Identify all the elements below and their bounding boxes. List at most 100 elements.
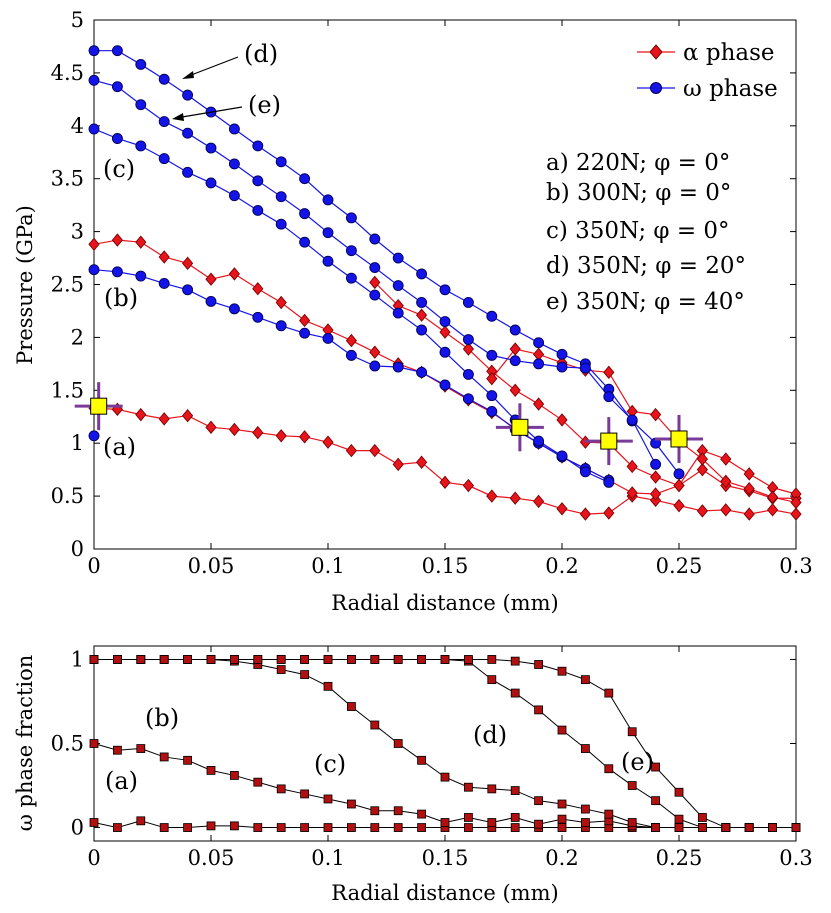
omega-point — [252, 140, 264, 152]
case-labels: a) 220N; φ = 0° b) 300N; φ = 0° c) 350N;… — [546, 150, 746, 315]
alpha-point — [299, 313, 311, 328]
arrow-e — [172, 106, 243, 121]
top-highlights — [74, 382, 703, 466]
fraction-point — [323, 681, 333, 691]
fraction-point — [393, 823, 403, 832]
omega-point — [392, 307, 404, 319]
alpha-point — [556, 413, 568, 427]
alpha-point — [135, 407, 147, 422]
fraction-point — [510, 786, 520, 795]
alpha-point — [322, 435, 334, 449]
alpha-point — [462, 342, 474, 356]
fraction-point — [557, 823, 567, 832]
fraction-point — [581, 818, 590, 827]
fraction-point — [627, 781, 637, 790]
omega-point — [275, 218, 287, 230]
fraction-point — [534, 705, 543, 715]
annot-bot-c: (c) — [314, 750, 346, 778]
omega-point — [252, 204, 264, 216]
omega-point — [603, 391, 615, 403]
omega-point — [486, 390, 498, 402]
fraction-point — [440, 772, 450, 782]
alpha-point — [650, 407, 662, 422]
omega-point — [299, 173, 311, 185]
alpha-point — [673, 478, 685, 493]
alpha-point — [275, 295, 287, 310]
alpha-point — [556, 502, 568, 516]
top-xtick-label: 0.25 — [656, 554, 703, 578]
fraction-point — [113, 745, 122, 755]
fraction-point — [113, 823, 122, 832]
omega-point — [228, 190, 240, 202]
fraction-point — [417, 755, 427, 765]
top-ytick-label: 0 — [71, 537, 84, 561]
omega-point — [509, 324, 521, 336]
omega-point — [345, 245, 357, 257]
omega-point — [88, 45, 100, 57]
alpha-point — [205, 420, 217, 435]
fraction-point — [370, 806, 380, 816]
fraction-point — [229, 821, 239, 831]
omega-point — [439, 346, 451, 358]
omega-point — [299, 236, 311, 248]
bottom-x-axis-title: Radial distance (mm) — [331, 881, 558, 905]
omega-point — [88, 123, 100, 135]
fraction-point — [440, 655, 450, 664]
fraction-point — [744, 823, 754, 832]
annot-bot-e: (e) — [621, 748, 654, 776]
arrow-d — [182, 56, 239, 79]
legend-alpha-marker — [649, 44, 663, 60]
legend-alpha-label: α phase — [683, 40, 775, 66]
omega-point — [392, 361, 404, 373]
fraction-point — [346, 655, 356, 664]
top-y-axis-title: Pressure (GPa) — [13, 205, 37, 365]
omega-point — [111, 45, 123, 57]
omega-point — [299, 208, 311, 220]
alpha-point — [696, 504, 708, 518]
fraction-point — [253, 823, 263, 832]
annot-top-d: (d) — [244, 40, 278, 68]
fraction-point — [276, 784, 286, 794]
omega-point — [158, 116, 170, 128]
omega-point — [369, 233, 381, 245]
fraction-point — [510, 823, 520, 832]
alpha-point — [673, 498, 685, 513]
highlight-square — [600, 432, 618, 450]
alpha-point — [416, 455, 428, 469]
alpha-point — [509, 342, 521, 356]
omega-point — [345, 272, 357, 284]
alpha-point — [603, 365, 615, 380]
omega-point — [135, 140, 147, 152]
bottom-ticks: 0 0.05 0.1 0.15 0.2 0.25 0.3 0 0.5 1 — [51, 646, 813, 870]
fraction-point — [183, 655, 193, 664]
fraction-point — [534, 796, 543, 806]
fraction-point — [89, 739, 99, 748]
omega-point — [228, 123, 240, 135]
fraction-point — [323, 794, 333, 804]
case-label-d: d) 350N; φ = 20° — [546, 253, 746, 279]
omega-point — [579, 362, 591, 374]
top-ytick-label: 5 — [71, 8, 84, 32]
omega-point — [439, 316, 451, 327]
fraction-point — [557, 814, 567, 824]
fraction-point — [698, 813, 707, 822]
omega-point — [205, 177, 217, 189]
fraction-point — [300, 670, 310, 679]
fraction-point — [300, 655, 310, 664]
alpha-point — [626, 486, 638, 500]
fraction-point — [510, 688, 520, 698]
bottom-ytick-label: 0.5 — [51, 732, 84, 756]
alpha-point — [228, 267, 240, 281]
omega-point — [416, 268, 428, 280]
highlight-square — [670, 430, 688, 448]
fraction-point — [300, 823, 310, 832]
omega-point — [158, 73, 170, 85]
alpha-point — [509, 491, 521, 505]
alpha-point — [743, 481, 755, 496]
alpha-point — [486, 371, 498, 386]
alpha-point — [767, 503, 779, 517]
fraction-point — [651, 762, 660, 772]
alpha-point — [509, 383, 521, 398]
fraction-point — [604, 809, 614, 819]
alpha-point — [650, 470, 662, 484]
